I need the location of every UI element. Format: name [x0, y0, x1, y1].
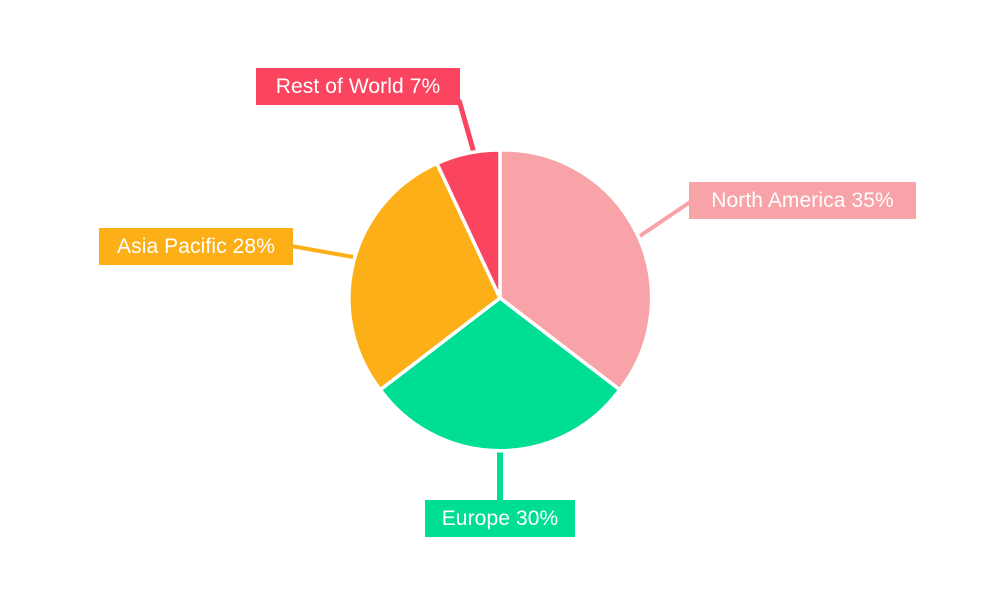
pie-label-asia-pacific-text: Asia Pacific 28% — [116, 235, 275, 258]
pie-slice-north-america[interactable] — [498, 148, 654, 392]
pie-label-north-america-text: North America 35% — [711, 189, 894, 212]
pie-label-europe-text: Europe 30% — [441, 507, 559, 530]
pie-slice-rest-of-world[interactable] — [435, 148, 502, 300]
pie-label-north-america[interactable]: North America 35% — [689, 182, 916, 219]
leader-line-asia-pacific — [290, 244, 360, 260]
pie-label-rest-of-world[interactable]: Rest of World 7% — [256, 68, 460, 105]
pie-label-europe[interactable]: Europe 30% — [425, 500, 575, 537]
leader-line-north-america — [635, 198, 695, 240]
pie-slices — [347, 148, 654, 453]
pie-label-rest-of-world-text: Rest of World 7% — [275, 75, 441, 98]
leader-line-rest-of-world — [456, 99, 479, 161]
pie-label-asia-pacific[interactable]: Asia Pacific 28% — [99, 228, 293, 265]
pie-slice-europe[interactable] — [378, 296, 622, 453]
